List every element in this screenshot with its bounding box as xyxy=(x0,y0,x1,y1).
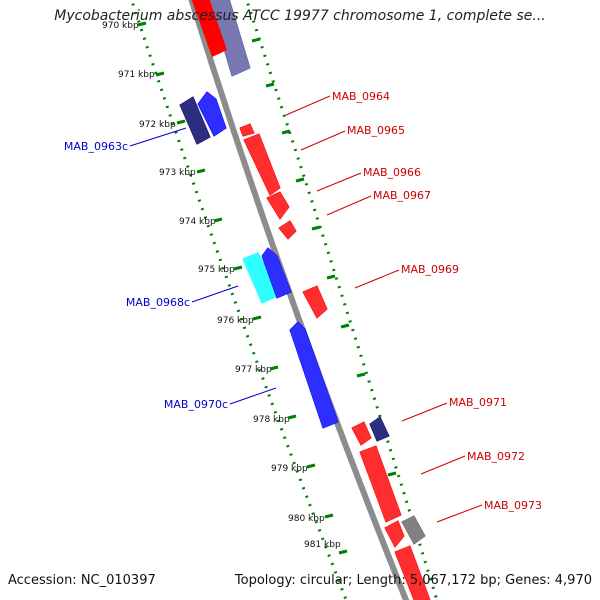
gene-glyph-highlight xyxy=(244,134,280,195)
ruler-tick-mark xyxy=(306,463,316,469)
gene-glyph-highlight xyxy=(198,92,226,136)
ruler-tick-label: 974 kbp xyxy=(179,217,216,227)
map-title: Mycobacterium abscessus ATCC 19977 chrom… xyxy=(54,8,546,24)
gene-label-mab_0967[interactable]: MAB_0967 xyxy=(373,189,431,202)
gene-glyph-highlight xyxy=(209,0,250,76)
gene-glyph-highlight xyxy=(402,516,425,544)
gene-label-mab_0971[interactable]: MAB_0971 xyxy=(449,396,507,409)
gene-label-mab_0963c[interactable]: MAB_0963c xyxy=(64,140,128,153)
ruler-tick-mark xyxy=(196,168,206,174)
gene-label-mab_0973[interactable]: MAB_0973 xyxy=(484,499,542,512)
ruler-tick-mark xyxy=(326,274,336,280)
gene-label-leader xyxy=(316,172,362,192)
gene-glyph-highlight xyxy=(385,521,404,547)
gene-glyph-mab_0964[interactable] xyxy=(239,123,255,137)
gene-glyph-unlabeled-16[interactable] xyxy=(394,545,431,600)
gene-glyph-highlight xyxy=(360,446,401,522)
gene-label-leader xyxy=(129,127,187,147)
gene-label-mab_0966[interactable]: MAB_0966 xyxy=(363,166,421,179)
ruler-tick-label: 972 kbp xyxy=(139,120,176,130)
gene-label-leader xyxy=(326,195,372,216)
ruler-tick-label: 979 kbp xyxy=(271,464,308,474)
gene-label-mab_0968c[interactable]: MAB_0968c xyxy=(126,296,190,309)
ruler-tick-mark xyxy=(311,225,321,231)
gene-glyph-highlight xyxy=(290,322,338,428)
gene-label-leader xyxy=(420,455,466,475)
gene-glyph-highlight xyxy=(395,546,430,600)
gene-glyph-mab_0969[interactable] xyxy=(302,285,328,319)
ruler-tick-mark xyxy=(387,471,397,477)
gene-label-leader xyxy=(436,504,483,523)
chromosome-backbone xyxy=(188,0,410,600)
gene-layer xyxy=(179,0,431,600)
ruler-tick-label: 971 kbp xyxy=(118,70,155,80)
ruler-tick-mark xyxy=(251,37,261,43)
gene-glyph-highlight xyxy=(303,286,327,318)
gene-glyph-unlabeled-12[interactable] xyxy=(369,416,390,442)
ruler-tick-label: 973 kbp xyxy=(159,168,196,178)
gene-glyph-mab_0965[interactable] xyxy=(243,133,281,196)
gene-label-mab_0970c[interactable]: MAB_0970c xyxy=(164,398,228,411)
gene-label-mab_0969[interactable]: MAB_0969 xyxy=(401,263,459,276)
ruler-tick-mark xyxy=(176,119,186,125)
gene-label-leader xyxy=(229,387,277,405)
ruler-tick-mark xyxy=(340,323,350,329)
gene-glyph-highlight xyxy=(279,221,296,239)
gene-glyph-mab_0967[interactable] xyxy=(278,220,297,240)
ruler-tick-label: 978 kbp xyxy=(253,415,290,425)
gene-label-leader xyxy=(285,95,331,116)
genome-stats-text: Topology: circular; Length: 5,067,172 bp… xyxy=(234,573,592,588)
gene-glyph-mab_0971[interactable] xyxy=(351,421,372,446)
gene-glyph-mab_0972[interactable] xyxy=(359,445,402,523)
gene-glyph-mab_0970c[interactable] xyxy=(289,321,339,429)
gene-glyph-mab_0963c[interactable] xyxy=(179,96,211,145)
ruler-tick-mark xyxy=(356,372,366,378)
gene-glyph-highlight xyxy=(262,248,291,298)
gene-glyph-highlight xyxy=(243,253,280,303)
gene-glyph-unlabeled-2[interactable] xyxy=(197,91,227,137)
gene-glyph-mab_0966[interactable] xyxy=(266,191,290,220)
ruler-inner-line xyxy=(130,0,348,600)
ruler-tick-mark xyxy=(281,129,291,135)
gene-label-leader xyxy=(354,269,400,289)
gene-glyph-highlight xyxy=(352,422,371,445)
ruler-tick-mark xyxy=(295,177,305,183)
gene-glyph-top-forward[interactable] xyxy=(190,0,227,57)
gene-label-leader xyxy=(401,402,448,422)
gene-glyph-highlight xyxy=(180,97,210,144)
gene-label-mab_0965[interactable]: MAB_0965 xyxy=(347,124,405,137)
ruler-tick-mark xyxy=(269,365,279,371)
gene-label-mab_0972[interactable]: MAB_0972 xyxy=(467,450,525,463)
gene-glyph-highlight xyxy=(267,192,289,219)
ruler-tick-label: 977 kbp xyxy=(235,365,272,375)
accession-text: Accession: NC_010397 xyxy=(8,573,156,588)
ruler-tick-mark xyxy=(338,549,348,555)
ruler-layer: 970 kbp 971 kbp 972 kbp 973 kbp 974 kbp 975 k… xyxy=(102,0,439,600)
ruler-tick-mark xyxy=(213,217,223,223)
gene-glyph-highlight xyxy=(240,124,254,136)
gene-glyph-unlabeled-8[interactable] xyxy=(261,247,292,299)
ruler-tick-mark xyxy=(265,82,275,88)
gene-label-leader xyxy=(300,130,346,151)
ruler-tick-mark xyxy=(252,315,262,321)
ruler-outer-line xyxy=(245,0,439,600)
gene-label-mab_0964[interactable]: MAB_0964 xyxy=(332,90,390,103)
ruler-tick-mark xyxy=(287,414,297,420)
ruler-tick-label: 981 kbp xyxy=(304,540,341,550)
gene-label-leader xyxy=(191,285,239,303)
ruler-tick-label: 980 kbp xyxy=(288,514,325,524)
ruler-tick-mark xyxy=(137,21,147,27)
ruler-tick-mark xyxy=(233,265,243,271)
backbone-layer xyxy=(188,0,410,600)
gene-glyph-unlabeled-15[interactable] xyxy=(401,515,426,545)
gene-glyph-highlight xyxy=(370,417,389,441)
label-layer: MAB_0963c MAB_0964 MAB_0965 MAB_0966 MAB_096… xyxy=(64,90,542,523)
ruler-tick-mark xyxy=(324,513,334,519)
ruler-tick-label: 970 kbp xyxy=(102,21,139,31)
ruler-tick-label: 976 kbp xyxy=(217,316,254,326)
ruler-tick-mark xyxy=(155,71,165,77)
ruler-tick-label: 975 kbp xyxy=(198,265,235,275)
gene-glyph-mab_0973[interactable] xyxy=(384,520,405,548)
